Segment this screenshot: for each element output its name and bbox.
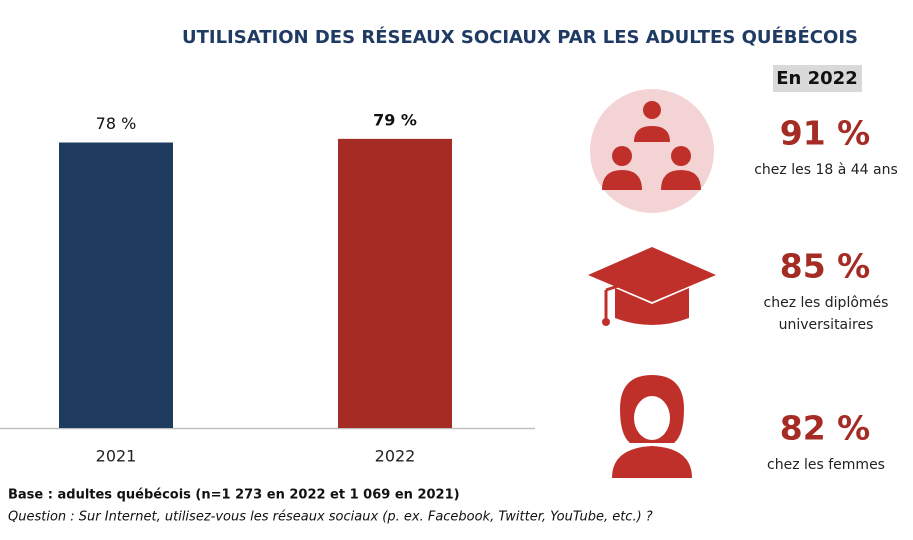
highlight-value: 85 % [780,247,870,286]
woman-icon [612,375,692,478]
highlight-caption: chez les diplômés [764,295,889,311]
x-tick-label: 2022 [375,447,416,466]
highlight-value: 91 % [780,114,870,153]
highlight-title: En 2022 [776,68,857,89]
graduation-icon [588,247,716,326]
highlight-caption: chez les 18 à 44 ans [754,162,898,178]
highlight-value: 82 % [780,409,870,448]
x-tick-label: 2021 [96,447,137,466]
highlight-caption: universitaires [779,317,874,333]
footnote-question: Question : Sur Internet, utilisez-vous l… [8,510,653,525]
chart-title: UTILISATION DES RÉSEAUX SOCIAUX PAR LES … [182,26,858,48]
value-label: 79 % [373,110,417,129]
value-label: 78 % [96,114,137,133]
bar [59,142,173,428]
footnote-base: Base : adultes québécois (n=1 273 en 202… [8,488,460,503]
highlight-box [773,65,862,92]
people-icon [590,89,714,213]
highlight-caption: chez les femmes [767,457,885,473]
bar [338,138,452,429]
